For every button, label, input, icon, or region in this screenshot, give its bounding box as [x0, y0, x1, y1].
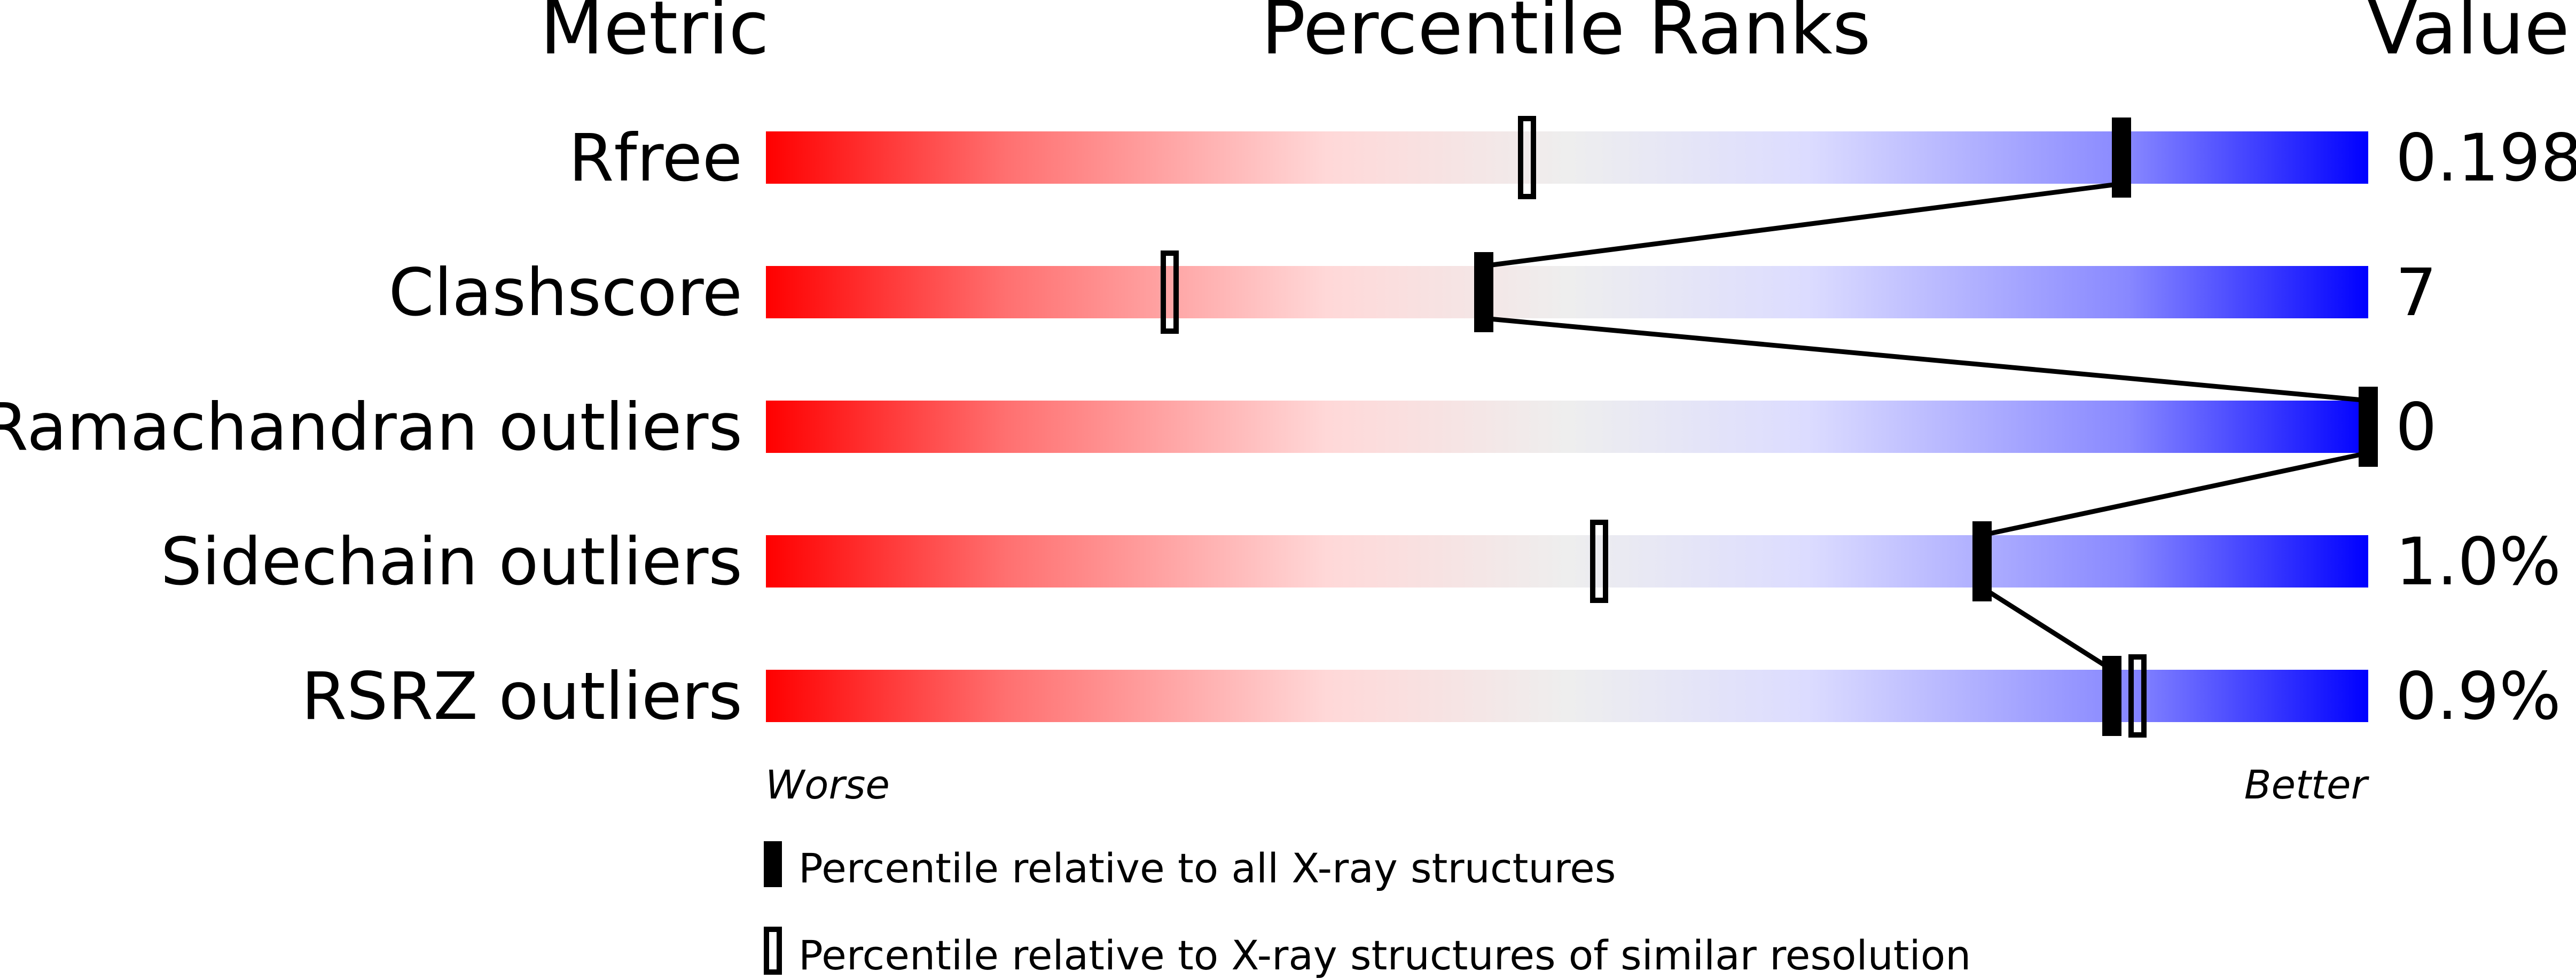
- metric-value: 0.9%: [2395, 659, 2561, 734]
- metric-value: 7: [2395, 255, 2437, 331]
- header-percentile-ranks: Percentile Ranks: [1261, 0, 1870, 71]
- percentile-bar: [766, 266, 2368, 318]
- worse-label: Worse: [765, 762, 890, 808]
- metric-value: 1.0%: [2395, 524, 2561, 600]
- marker-similar-resolution: [1518, 116, 1536, 199]
- connector-line: [1980, 585, 2113, 672]
- metric-label: Ramachandran outliers: [0, 389, 742, 465]
- percentile-bar: [766, 670, 2368, 722]
- marker-similar-resolution: [2128, 654, 2147, 738]
- connector-line: [1483, 316, 2369, 403]
- legend-similar-label: Percentile relative to X-ray structures …: [798, 931, 1971, 979]
- header-value: Value: [2367, 0, 2570, 71]
- percentile-bar: [766, 131, 2368, 184]
- marker-similar-resolution: [1161, 250, 1179, 334]
- metric-label: Rfree: [569, 120, 742, 196]
- marker-similar-resolution: [1590, 520, 1608, 603]
- metric-value: 0.198: [2395, 120, 2576, 196]
- header-metric: Metric: [540, 0, 769, 71]
- legend-all-label: Percentile relative to all X-ray structu…: [798, 844, 1616, 892]
- connector-line: [1982, 450, 2369, 538]
- better-label: Better: [2244, 762, 2370, 808]
- metric-label: Sidechain outliers: [161, 524, 742, 600]
- legend-filled-marker: [764, 841, 782, 887]
- metric-value: 0: [2395, 389, 2437, 465]
- percentile-bar: [766, 401, 2368, 453]
- percentile-bar: [766, 535, 2368, 588]
- connector-line: [1483, 181, 2122, 269]
- metric-label: Clashscore: [388, 255, 742, 331]
- legend-open-marker: [764, 927, 782, 975]
- metric-label: RSRZ outliers: [301, 659, 742, 734]
